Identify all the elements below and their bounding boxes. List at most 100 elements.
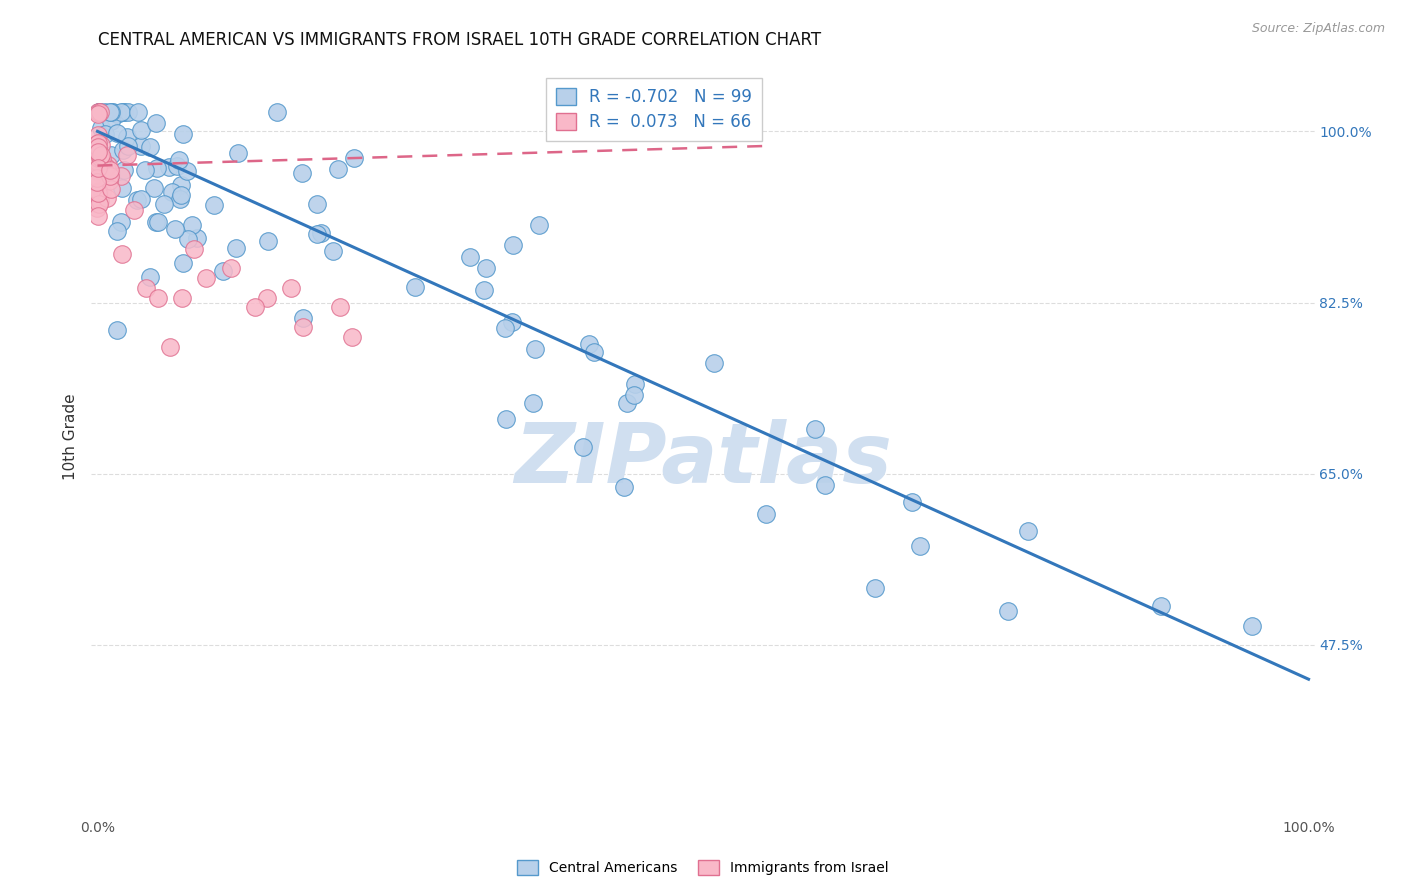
Point (86, 143, 108, 157)
Point (107, 323, 129, 337)
Point (167, 153, 190, 167)
Point (495, 411, 517, 425)
Text: ZIPatlas: ZIPatlas (515, 419, 891, 500)
Point (139, 139, 162, 153)
Point (91, 165, 114, 179)
Point (170, 178, 193, 192)
Point (89, 194, 111, 208)
Point (87, 209, 110, 223)
Point (153, 196, 176, 211)
Point (166, 159, 188, 173)
Point (256, 291, 278, 305)
Point (329, 301, 352, 315)
Point (112, 163, 135, 178)
Point (404, 280, 426, 294)
Point (98, 104, 121, 119)
Point (90, 147, 112, 161)
Point (343, 151, 366, 165)
Point (87, 145, 110, 159)
Point (86, 155, 108, 169)
Point (623, 388, 645, 402)
Point (703, 356, 725, 370)
Point (266, 104, 288, 119)
Point (117, 139, 139, 153)
Point (110, 104, 132, 119)
Point (125, 193, 148, 207)
Point (115, 148, 138, 162)
Point (145, 161, 167, 176)
Point (292, 320, 315, 334)
Point (89, 159, 111, 173)
Point (146, 215, 169, 229)
Point (103, 104, 125, 119)
Point (129, 192, 152, 206)
Point (225, 241, 247, 255)
Point (112, 104, 135, 119)
Point (100, 114, 122, 128)
Point (86, 104, 108, 119)
Point (98, 163, 121, 178)
Point (86, 186, 108, 201)
Text: CENTRAL AMERICAN VS IMMIGRANTS FROM ISRAEL 10TH GRADE CORRELATION CHART: CENTRAL AMERICAN VS IMMIGRANTS FROM ISRA… (98, 31, 821, 49)
Point (89, 150, 111, 164)
Point (157, 160, 180, 174)
Point (522, 396, 544, 410)
Point (1150, 599, 1173, 614)
Point (90, 121, 112, 136)
Point (94, 104, 117, 119)
Point (134, 162, 156, 177)
Point (86, 175, 108, 189)
Point (122, 202, 145, 217)
Point (87, 107, 110, 121)
Point (146, 291, 169, 305)
Point (494, 320, 516, 334)
Point (86, 169, 108, 184)
Point (186, 230, 208, 244)
Point (86, 161, 108, 176)
Point (172, 291, 194, 305)
Point (458, 250, 481, 264)
Point (110, 169, 132, 183)
Point (472, 283, 495, 297)
Point (291, 310, 314, 325)
Point (202, 198, 225, 212)
Point (115, 129, 138, 144)
Point (105, 106, 128, 120)
Point (90, 151, 112, 165)
Point (98, 169, 121, 184)
Point (305, 227, 328, 241)
Point (997, 604, 1019, 618)
Point (86, 171, 108, 186)
Point (86, 151, 108, 165)
Point (578, 336, 600, 351)
Point (100, 182, 122, 196)
Point (89, 152, 111, 166)
Point (87, 104, 110, 119)
Text: Source: ZipAtlas.com: Source: ZipAtlas.com (1251, 22, 1385, 36)
Point (89, 104, 111, 119)
Point (1241, 619, 1264, 633)
Point (804, 422, 827, 436)
Point (89, 157, 111, 171)
Point (86, 154, 108, 169)
Point (307, 197, 329, 211)
Point (219, 261, 242, 276)
Point (94, 127, 117, 141)
Point (523, 343, 546, 357)
Point (87, 185, 110, 199)
Point (243, 301, 266, 315)
Legend: R = -0.702   N = 99, R =  0.073   N = 66: R = -0.702 N = 99, R = 0.073 N = 66 (546, 78, 762, 141)
Point (145, 116, 167, 130)
Point (475, 261, 498, 276)
Point (100, 147, 122, 161)
Point (501, 315, 523, 329)
Point (87, 165, 110, 179)
Point (502, 237, 524, 252)
Point (613, 480, 636, 494)
Point (94, 160, 117, 174)
Point (89, 104, 111, 119)
Point (135, 281, 157, 295)
Point (105, 126, 128, 140)
Point (100, 166, 122, 180)
Point (87, 185, 110, 199)
